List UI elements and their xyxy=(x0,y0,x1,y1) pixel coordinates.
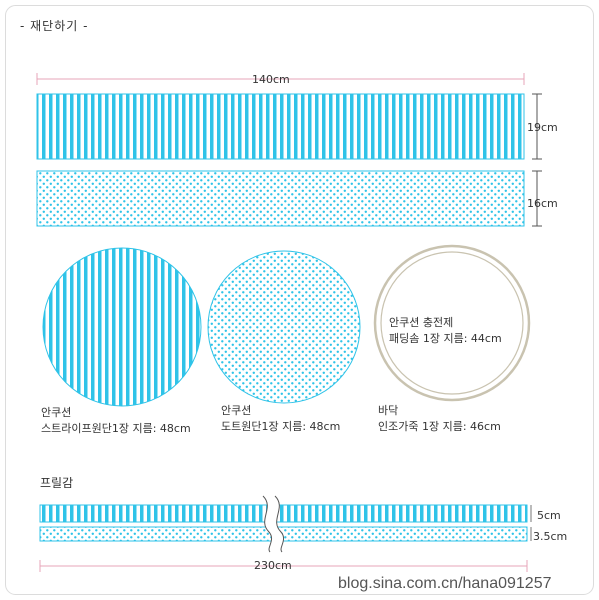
stripe-circle-name: 안쿠션 xyxy=(41,406,72,419)
dot-circle-desc: 도트원단1장 지름: 48cm xyxy=(221,420,341,433)
filling-note-line1: 안쿠션 충전제 xyxy=(389,316,454,329)
frill-stripe-strip xyxy=(39,504,528,523)
base-circle-name: 바닥 xyxy=(378,404,399,417)
stripe-panel-width-label: 140cm xyxy=(252,73,290,86)
dot-circle xyxy=(207,250,361,404)
width-dimension-line xyxy=(36,73,525,85)
filling-note-line2: 패딩솜 1장 지름: 44cm xyxy=(389,332,502,345)
stripe-panel-height-label: 19cm xyxy=(527,121,558,134)
base-circle xyxy=(373,244,531,402)
outer-frame xyxy=(5,5,594,595)
dot-panel-height-label: 16cm xyxy=(527,197,558,210)
frill-dot-height-label: 3.5cm xyxy=(533,530,568,543)
dot-circle-name: 안쿠션 xyxy=(221,404,252,417)
stripe-fabric-panel xyxy=(37,94,524,159)
frill-length-label: 230cm xyxy=(254,559,292,572)
stripe-circle-desc: 스트라이프원단1장 지름: 48cm xyxy=(41,422,191,435)
frill-break-mark xyxy=(262,495,285,553)
height-dimension-markers xyxy=(532,93,542,227)
stripe-circle xyxy=(42,247,202,407)
frill-heading: 프릴감 xyxy=(40,476,74,490)
frill-length-dimension-line xyxy=(39,560,528,572)
frill-stripe-height-label: 5cm xyxy=(537,509,561,522)
page-title: - 재단하기 - xyxy=(20,19,89,33)
dot-fabric-panel xyxy=(37,171,524,226)
base-circle-desc: 인조가죽 1장 지름: 46cm xyxy=(378,420,501,433)
watermark: blog.sina.com.cn/hana091257 xyxy=(338,575,552,592)
